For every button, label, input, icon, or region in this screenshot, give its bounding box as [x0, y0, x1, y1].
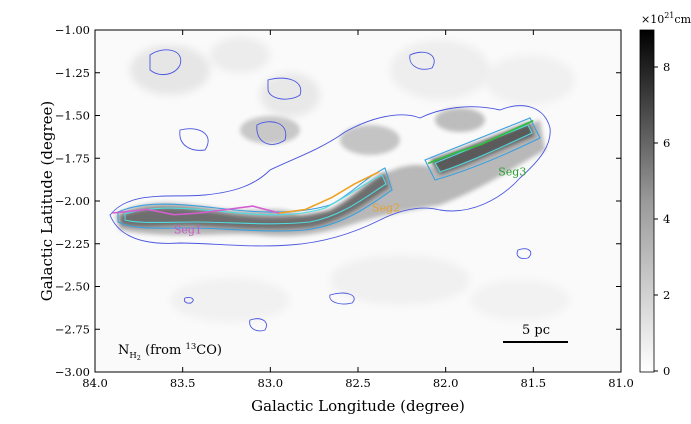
map-label-isotope: 13 — [185, 342, 196, 352]
x-axis-ticks: 84.0 83.5 83.0 82.5 82.0 81.5 81.0 — [82, 30, 634, 390]
map-label-subsub: 2 — [137, 354, 141, 362]
x-tick-label: 84.0 — [82, 376, 108, 390]
y-axis-ticks: −1.00 −1.25 −1.50 −1.75 −2.00 −2.25 −2.50 −2.75… — [55, 23, 621, 379]
x-axis-title: Galactic Longitude (degree) — [251, 397, 465, 415]
colorbar — [639, 29, 655, 373]
y-tick-label: −1.75 — [55, 151, 90, 165]
inner-contours — [124, 124, 533, 225]
x-tick-label: 82.5 — [345, 376, 371, 390]
y-tick-label: −3.00 — [55, 365, 90, 379]
x-tick-label: 83.0 — [258, 376, 284, 390]
y-tick-label: −2.50 — [55, 280, 90, 294]
x-tick-label: 81.5 — [521, 376, 547, 390]
diffuse-emission — [130, 37, 575, 322]
y-axis-title: Galactic Latitude (degree) — [38, 101, 56, 301]
segment-labels: Seg1 Seg2 Seg3 — [174, 165, 526, 236]
segment-path-seg3 — [427, 119, 534, 165]
colorbar-tick-label: 2 — [663, 288, 670, 302]
colorbar-tick-label: 0 — [663, 364, 670, 378]
scale-bar-label: 5 pc — [522, 323, 550, 338]
map-label-co: CO) — [196, 343, 222, 358]
segment-label-seg2: Seg2 — [372, 201, 400, 214]
outer-contours — [109, 49, 551, 332]
segment-label-seg3: Seg3 — [498, 165, 526, 178]
colorbar-ticks: 0 2 4 6 8 — [654, 60, 670, 378]
mid-contours — [117, 117, 541, 232]
y-tick-label: −2.00 — [55, 194, 90, 208]
segment-label-seg1: Seg1 — [174, 223, 202, 236]
map-quantity-label: NH2 (from 13CO) — [118, 342, 222, 362]
segment-path-seg2 — [278, 171, 380, 214]
map-label-sub: H — [129, 351, 136, 361]
y-tick-label: −2.75 — [55, 322, 90, 336]
colorbar-tick-label: 8 — [663, 60, 670, 74]
y-tick-label: −1.00 — [55, 23, 90, 37]
y-tick-label: −2.25 — [55, 237, 90, 251]
map-layer — [109, 37, 575, 332]
colorbar-tick-label: 6 — [663, 136, 670, 150]
x-tick-label: 81.0 — [608, 376, 634, 390]
map-label-from: (from — [141, 343, 186, 358]
x-tick-label: 82.0 — [433, 376, 459, 390]
y-tick-label: −1.50 — [55, 109, 90, 123]
map-label-n: N — [118, 343, 129, 358]
segment-paths — [112, 119, 534, 216]
colorbar-label-unit: cm — [674, 13, 691, 26]
segment-path-seg1 — [112, 205, 280, 216]
colorbar-label-prefix: ×10 — [641, 13, 664, 26]
x-tick-label: 83.5 — [170, 376, 196, 390]
colorbar-label: ×1021cm−2 — [641, 11, 691, 26]
colorbar-label-exp: 21 — [664, 11, 674, 20]
y-tick-label: −1.25 — [55, 66, 90, 80]
filament-emission — [115, 108, 545, 237]
colorbar-tick-label: 4 — [663, 212, 670, 226]
